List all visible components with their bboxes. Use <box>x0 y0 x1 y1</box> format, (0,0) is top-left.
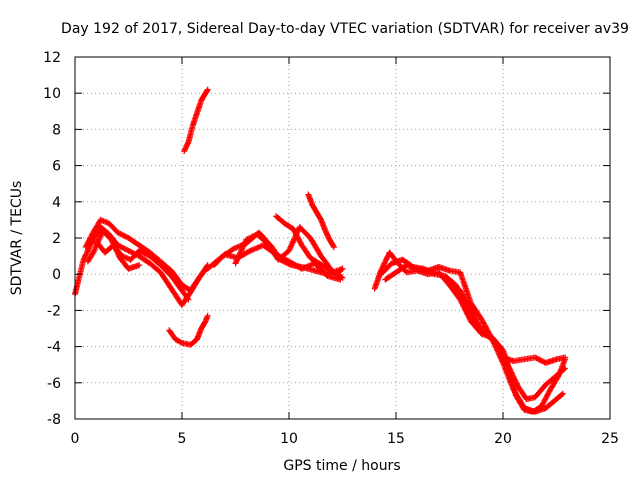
x-tick-label: 15 <box>387 431 405 447</box>
y-tick-label: -8 <box>47 412 61 428</box>
x-tick-label: 10 <box>280 431 298 447</box>
y-tick-label: 6 <box>52 159 61 175</box>
y-tick-label: -6 <box>47 376 61 392</box>
y-tick-label: -2 <box>47 303 61 319</box>
series-markers <box>82 216 211 294</box>
y-tick-labels: -8 -6 -4 -2 0 2 4 6 8 10 12 <box>43 50 61 428</box>
x-tick-label: 25 <box>601 431 619 447</box>
data-markers <box>72 86 569 415</box>
y-axis-label: SDTVAR / TECUs <box>9 181 25 296</box>
x-tick-labels: 0 5 10 15 20 25 <box>71 431 619 447</box>
series-track-j <box>273 213 346 278</box>
series-track-m <box>378 256 569 403</box>
y-tick-label: 8 <box>52 122 61 138</box>
series-markers <box>166 312 211 348</box>
series-track-e <box>166 312 211 348</box>
series-markers <box>181 86 211 155</box>
series-markers <box>446 278 569 415</box>
y-tick-label: 10 <box>43 86 61 102</box>
x-tick-label: 20 <box>494 431 512 447</box>
series-markers <box>84 227 143 272</box>
y-tick-label: 4 <box>52 195 61 211</box>
series-track-d <box>84 227 143 272</box>
series-markers <box>273 213 346 278</box>
y-tick-label: 12 <box>43 50 61 66</box>
grid <box>75 57 610 419</box>
y-tick-label: 2 <box>52 231 61 247</box>
series-track-b <box>82 216 211 294</box>
series-track-k <box>305 191 337 251</box>
chart-title: Day 192 of 2017, Sidereal Day-to-day VTE… <box>61 21 629 37</box>
series-track-o <box>446 278 569 415</box>
series-track-f <box>181 86 211 155</box>
x-axis-label: GPS time / hours <box>283 458 400 474</box>
x-tick-label: 5 <box>178 431 187 447</box>
y-tick-label: -4 <box>47 340 61 356</box>
series-markers <box>305 191 337 251</box>
axis-ticks <box>74 56 611 420</box>
series-markers <box>378 256 569 403</box>
x-tick-label: 0 <box>71 431 80 447</box>
y-tick-label: 0 <box>52 267 61 283</box>
